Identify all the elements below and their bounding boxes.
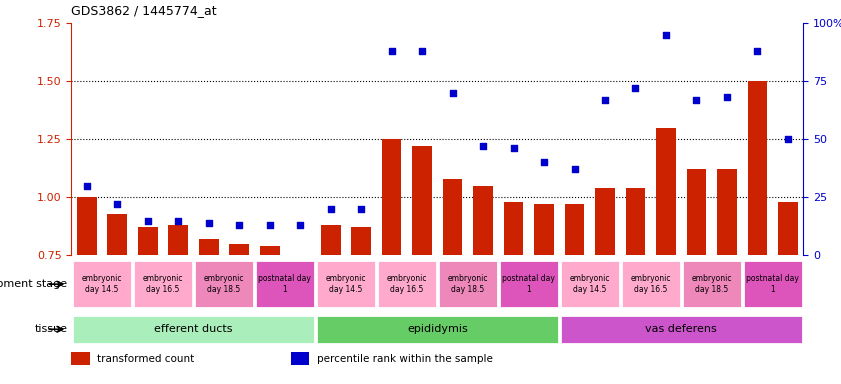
Bar <box>504 202 523 384</box>
Point <box>172 217 185 223</box>
Text: embryonic
day 14.5: embryonic day 14.5 <box>569 275 610 294</box>
Point <box>141 217 155 223</box>
Bar <box>108 214 127 384</box>
Bar <box>230 244 249 384</box>
Point <box>598 97 611 103</box>
Point <box>415 48 429 54</box>
Bar <box>71 353 90 366</box>
Text: embryonic
day 14.5: embryonic day 14.5 <box>325 275 366 294</box>
Bar <box>656 127 676 384</box>
Point <box>507 146 521 152</box>
Bar <box>320 225 341 384</box>
Point <box>720 94 733 101</box>
Text: embryonic
day 18.5: embryonic day 18.5 <box>691 275 732 294</box>
Bar <box>438 260 498 308</box>
Bar <box>442 179 463 384</box>
Bar <box>316 314 558 344</box>
Bar <box>72 314 315 344</box>
Bar <box>534 204 554 384</box>
Bar <box>198 239 219 384</box>
Point <box>537 159 551 166</box>
Bar <box>77 197 97 384</box>
Text: percentile rank within the sample: percentile rank within the sample <box>316 354 493 364</box>
Bar <box>473 186 493 384</box>
Point <box>110 201 124 207</box>
Point <box>80 183 93 189</box>
Point <box>629 85 643 91</box>
Point <box>354 206 368 212</box>
Bar <box>138 227 157 384</box>
Bar <box>499 260 558 308</box>
Point <box>446 90 459 96</box>
Bar <box>260 246 279 384</box>
Text: transformed count: transformed count <box>97 354 194 364</box>
Point <box>751 48 764 54</box>
Bar <box>717 169 737 384</box>
Bar <box>168 225 188 384</box>
Text: embryonic
day 16.5: embryonic day 16.5 <box>631 275 671 294</box>
Bar <box>194 260 254 308</box>
Point <box>385 48 399 54</box>
Point <box>476 143 489 149</box>
Text: tissue: tissue <box>34 324 67 334</box>
Bar <box>290 255 310 384</box>
Point <box>659 31 673 38</box>
Bar <box>626 188 645 384</box>
Text: postnatal day
1: postnatal day 1 <box>746 275 799 294</box>
Text: postnatal day
1: postnatal day 1 <box>502 275 555 294</box>
Text: development stage: development stage <box>0 279 67 289</box>
Point <box>263 222 277 228</box>
Point <box>294 222 307 228</box>
Bar <box>682 260 742 308</box>
Text: embryonic
day 18.5: embryonic day 18.5 <box>204 275 244 294</box>
Bar <box>686 169 706 384</box>
Point <box>568 166 581 172</box>
Text: embryonic
day 16.5: embryonic day 16.5 <box>143 275 183 294</box>
Bar <box>595 188 615 384</box>
Bar <box>377 260 436 308</box>
Point <box>690 97 703 103</box>
Bar <box>382 139 401 384</box>
Point <box>232 222 246 228</box>
Text: efferent ducts: efferent ducts <box>154 324 233 334</box>
Point <box>781 136 795 142</box>
Bar <box>291 353 309 366</box>
Bar <box>133 260 193 308</box>
Text: epididymis: epididymis <box>407 324 468 334</box>
Text: vas deferens: vas deferens <box>645 324 717 334</box>
Bar <box>748 81 767 384</box>
Text: embryonic
day 14.5: embryonic day 14.5 <box>82 275 122 294</box>
Bar <box>564 204 584 384</box>
Bar <box>743 260 802 308</box>
Bar <box>412 146 432 384</box>
Bar <box>352 227 371 384</box>
Bar <box>778 202 798 384</box>
Bar <box>316 260 376 308</box>
Text: postnatal day
1: postnatal day 1 <box>258 275 311 294</box>
Bar <box>560 260 620 308</box>
Bar <box>255 260 315 308</box>
Text: GDS3862 / 1445774_at: GDS3862 / 1445774_at <box>71 4 217 17</box>
Point <box>324 206 337 212</box>
Text: embryonic
day 18.5: embryonic day 18.5 <box>447 275 488 294</box>
Point <box>202 220 215 226</box>
Bar <box>72 260 132 308</box>
Bar <box>621 260 680 308</box>
Bar <box>560 314 802 344</box>
Text: embryonic
day 16.5: embryonic day 16.5 <box>387 275 427 294</box>
